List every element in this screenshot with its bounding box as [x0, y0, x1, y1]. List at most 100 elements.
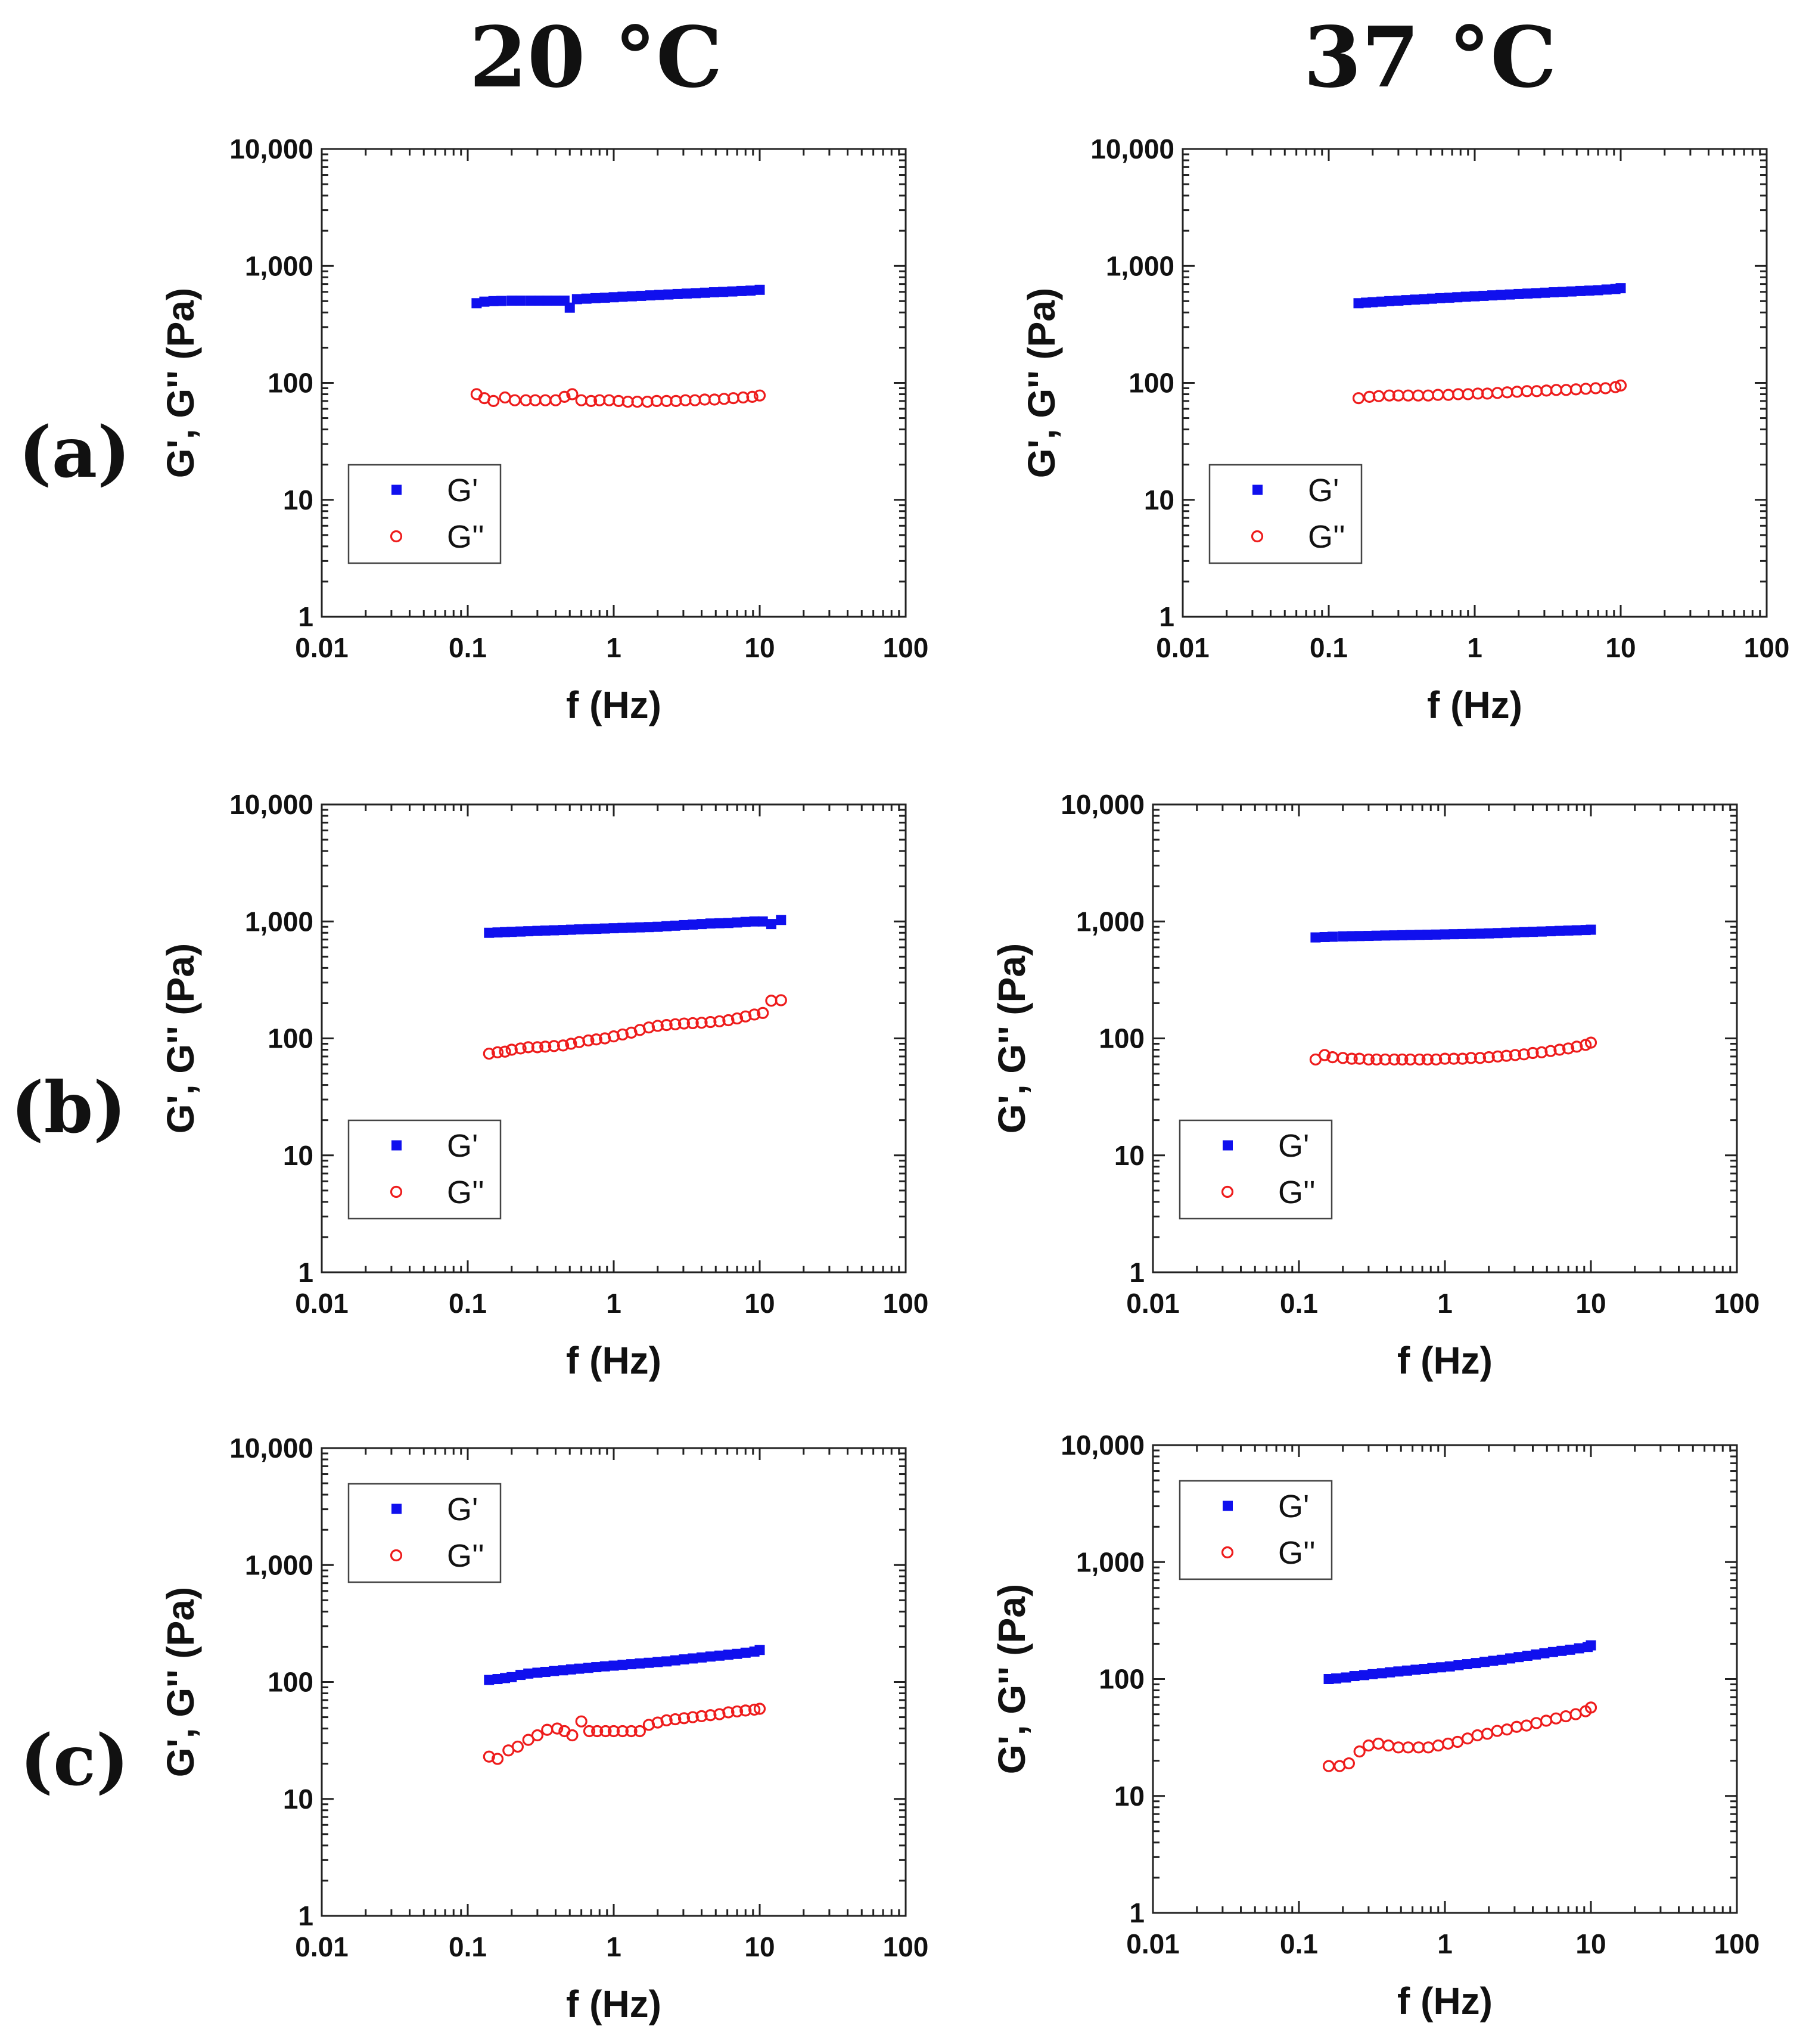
chart-a-37: 0.01 0.1 1 10 100 1 10 100 1,000 10,000 f (Hz) G', …	[1020, 133, 1789, 726]
data-point-circle	[548, 1040, 560, 1052]
data-point-square	[679, 920, 689, 930]
data-point-square	[1389, 930, 1400, 941]
data-point-circle	[1353, 1745, 1366, 1758]
y-tick-label: 100	[1129, 368, 1174, 399]
data-point-circle	[1614, 379, 1627, 392]
x-tick-label: 1	[1467, 632, 1482, 663]
x-axis-title: f (Hz)	[1397, 1339, 1493, 1382]
data-point-circle	[1362, 1739, 1375, 1752]
data-point-circle	[1422, 389, 1435, 402]
data-point-circle	[1412, 389, 1425, 402]
data-point-circle	[1559, 1710, 1572, 1723]
data-point-circle	[1584, 1701, 1597, 1714]
data-point-circle	[1584, 1036, 1597, 1049]
data-point-circle	[1465, 1052, 1477, 1064]
data-point-circle	[583, 1725, 596, 1738]
data-point-circle	[1501, 386, 1513, 399]
data-point-circle	[541, 1723, 554, 1736]
data-point-circle	[1432, 1739, 1444, 1752]
data-point-square	[1554, 925, 1565, 936]
data-point-square	[1452, 292, 1463, 303]
y-tick-label: 10,000	[229, 1433, 313, 1464]
data-point-circle	[748, 1008, 761, 1021]
y-tick-label: 100	[1099, 1664, 1145, 1695]
data-point-square	[708, 287, 719, 298]
y-tick-label: 100	[268, 1023, 313, 1054]
y-axis-title: G', G'' (Pa)	[990, 943, 1033, 1133]
data-point-circle	[522, 1041, 534, 1054]
data-point-square	[1435, 293, 1446, 303]
data-point-circle	[1500, 1723, 1513, 1736]
x-tick-label: 10	[1575, 1928, 1606, 1959]
data-point-circle	[1432, 389, 1444, 401]
data-point-square	[558, 925, 568, 936]
data-point-circle	[753, 389, 766, 402]
legend-marker-square	[391, 484, 402, 495]
data-point-circle	[1322, 1760, 1335, 1772]
data-point-square	[1310, 932, 1321, 943]
data-point-square	[757, 916, 768, 927]
data-point-circle	[607, 1725, 620, 1738]
data-point-square	[526, 295, 536, 306]
y-tick-label: 10,000	[229, 133, 313, 164]
data-point-square	[599, 293, 610, 303]
legend-box	[347, 1483, 502, 1583]
data-point-square	[688, 920, 698, 930]
legend-box	[347, 1119, 502, 1220]
data-point-square	[679, 1654, 689, 1665]
data-point-circle	[487, 394, 500, 407]
data-point-circle	[1550, 1712, 1562, 1725]
data-point-circle	[1509, 1049, 1522, 1061]
data-point-square	[723, 918, 733, 928]
y-tick-label: 1	[1129, 1897, 1145, 1928]
y-axis-title: G', G'' (Pa)	[159, 1587, 202, 1777]
data-point-circle	[557, 1039, 570, 1052]
data-point-square	[599, 923, 610, 934]
x-tick-label: 0.01	[1156, 632, 1210, 663]
data-point-circle	[1527, 1046, 1539, 1060]
x-tick-label: 10	[744, 1931, 775, 1962]
data-point-square	[1414, 930, 1425, 940]
data-point-circle	[1521, 385, 1533, 397]
x-tick-label: 1	[1437, 1928, 1453, 1959]
data-point-circle	[704, 1709, 717, 1722]
data-point-square	[700, 287, 710, 298]
data-point-square	[1401, 1665, 1412, 1676]
data-point-circle	[1442, 389, 1454, 401]
data-point-square	[691, 288, 701, 299]
data-point-circle	[1342, 1757, 1355, 1770]
data-point-square	[549, 925, 559, 936]
data-point-square	[727, 286, 738, 297]
data-point-square	[617, 922, 628, 933]
data-point-circle	[1609, 381, 1622, 393]
data-point-square	[1484, 928, 1494, 939]
data-point-circle	[1383, 389, 1395, 402]
x-tick-label: 100	[1714, 1928, 1760, 1959]
column-title-37c: 37 °C	[1304, 9, 1557, 107]
data-point-square	[1457, 928, 1468, 939]
data-point-square	[1341, 1672, 1351, 1683]
data-point-square	[1359, 1670, 1370, 1680]
series-g-double-prime	[470, 388, 766, 408]
series-g-double-prime	[1352, 379, 1627, 405]
legend-label: G''	[1278, 1175, 1316, 1210]
data-point-square	[564, 302, 575, 313]
data-point-circle	[551, 1722, 564, 1735]
data-point-square	[1401, 295, 1412, 306]
data-point-square	[749, 916, 760, 927]
data-point-circle	[1379, 1053, 1391, 1066]
data-point-square	[714, 1650, 725, 1661]
data-point-square	[1397, 930, 1407, 940]
data-point-square	[1539, 1648, 1550, 1658]
x-tick-label: 0.1	[1310, 632, 1348, 663]
x-tick-label: 0.1	[449, 1931, 487, 1962]
data-point-square	[1556, 1645, 1567, 1656]
data-point-circle	[746, 390, 759, 403]
data-point-square	[1410, 1664, 1421, 1675]
data-point-circle	[1451, 1735, 1464, 1748]
series-g-prime	[471, 284, 765, 313]
data-point-circle	[566, 1729, 579, 1742]
data-point-square	[1471, 1658, 1481, 1669]
data-point-circle	[539, 394, 552, 406]
